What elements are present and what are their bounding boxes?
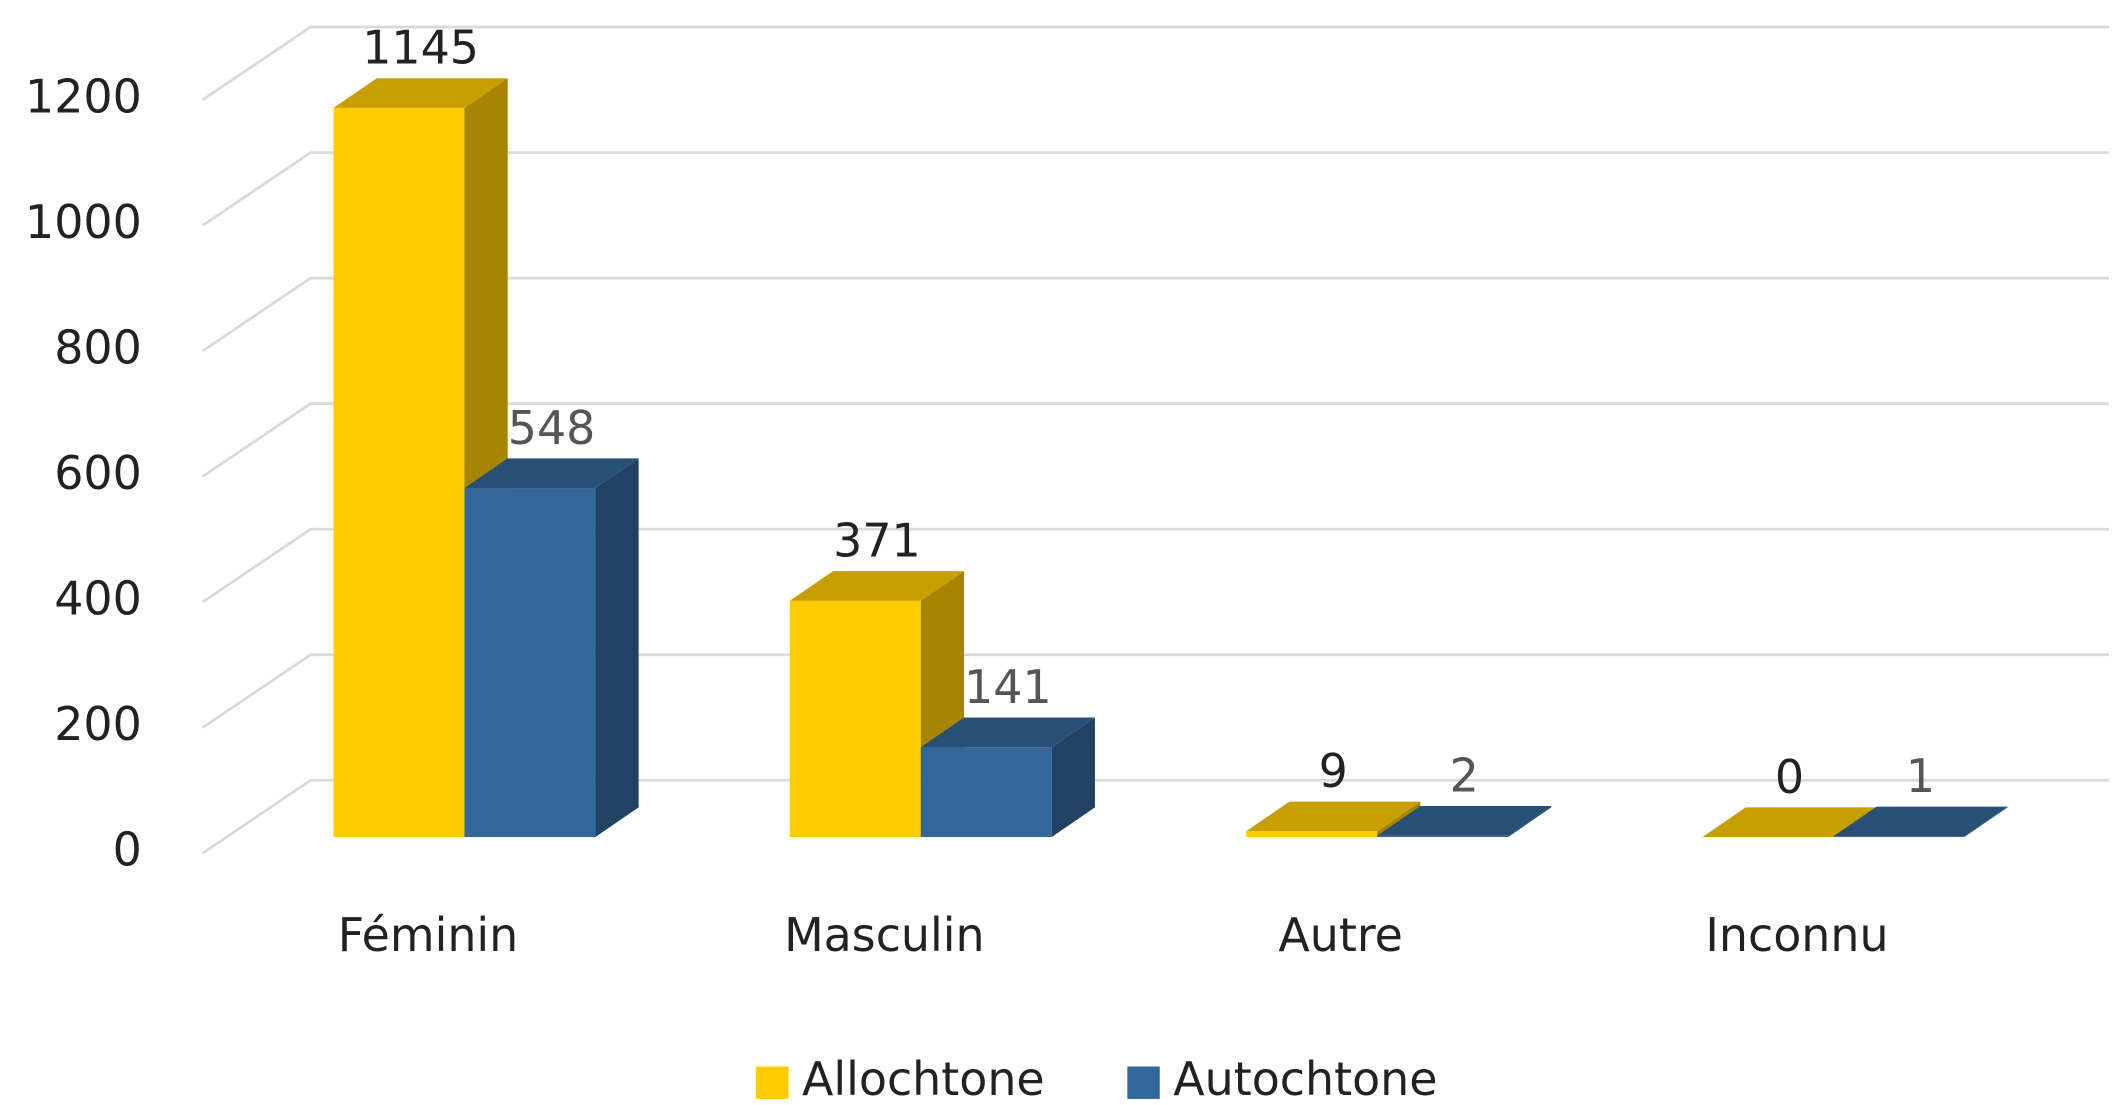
bar-front — [789, 600, 921, 838]
data-label: 548 — [508, 401, 596, 455]
x-tick-label: Masculin — [784, 908, 985, 962]
grid-line — [201, 276, 2109, 353]
bar — [789, 571, 964, 838]
bar-side — [1377, 801, 1421, 838]
grid-line — [201, 527, 2109, 604]
bar-top — [1246, 801, 1421, 832]
data-label: 0 — [1775, 750, 1804, 804]
bar-side — [1508, 806, 1552, 838]
y-tick-label: 600 — [54, 446, 142, 500]
x-tick-label: Autre — [1278, 908, 1403, 962]
bar — [1246, 801, 1421, 838]
grid-line — [201, 151, 2109, 227]
bar-front — [1246, 831, 1378, 838]
bar-front — [1833, 836, 1965, 838]
bar-top — [1833, 806, 2008, 837]
y-tick-label: 200 — [54, 697, 142, 751]
data-label: 2 — [1450, 749, 1479, 803]
bar — [920, 717, 1095, 838]
grid-line — [201, 653, 2109, 729]
bar-front — [1377, 835, 1509, 838]
x-tick-label: Inconnu — [1705, 908, 1888, 962]
x-tick-label: Féminin — [338, 908, 519, 962]
bar-top — [464, 458, 639, 489]
bar — [1377, 806, 1552, 838]
bar-front — [920, 747, 1052, 838]
bar-top — [920, 717, 1095, 748]
legend-swatch — [1127, 1066, 1160, 1099]
y-tick-label: 400 — [54, 572, 142, 626]
bar-front — [333, 107, 465, 838]
data-label: 371 — [833, 514, 921, 568]
grid-line — [201, 25, 2109, 102]
bar — [1702, 807, 1877, 838]
bar-top — [1702, 807, 1877, 838]
grid-line — [201, 778, 2109, 855]
bar-side — [1964, 806, 2008, 838]
bar-top — [1377, 806, 1552, 836]
data-label: 141 — [964, 660, 1052, 714]
bar-top — [789, 571, 964, 601]
y-tick-label: 0 — [113, 823, 142, 877]
bar — [464, 458, 639, 838]
bar-side — [595, 458, 639, 838]
grid-line — [201, 402, 2109, 478]
y-tick-label: 1000 — [25, 195, 142, 249]
data-label: 1 — [1906, 749, 1935, 803]
bar — [1833, 806, 2008, 838]
legend-label: Autochtone — [1173, 1052, 1437, 1105]
y-tick-label: 800 — [54, 321, 142, 375]
bar-top — [333, 78, 508, 108]
legend-swatch — [756, 1066, 789, 1099]
data-label: 9 — [1319, 744, 1348, 798]
bar-side — [1051, 717, 1095, 838]
data-label: 1145 — [362, 21, 479, 75]
y-tick-label: 1200 — [25, 69, 142, 123]
bar-front — [464, 488, 596, 838]
legend-label: Allochtone — [802, 1052, 1045, 1105]
